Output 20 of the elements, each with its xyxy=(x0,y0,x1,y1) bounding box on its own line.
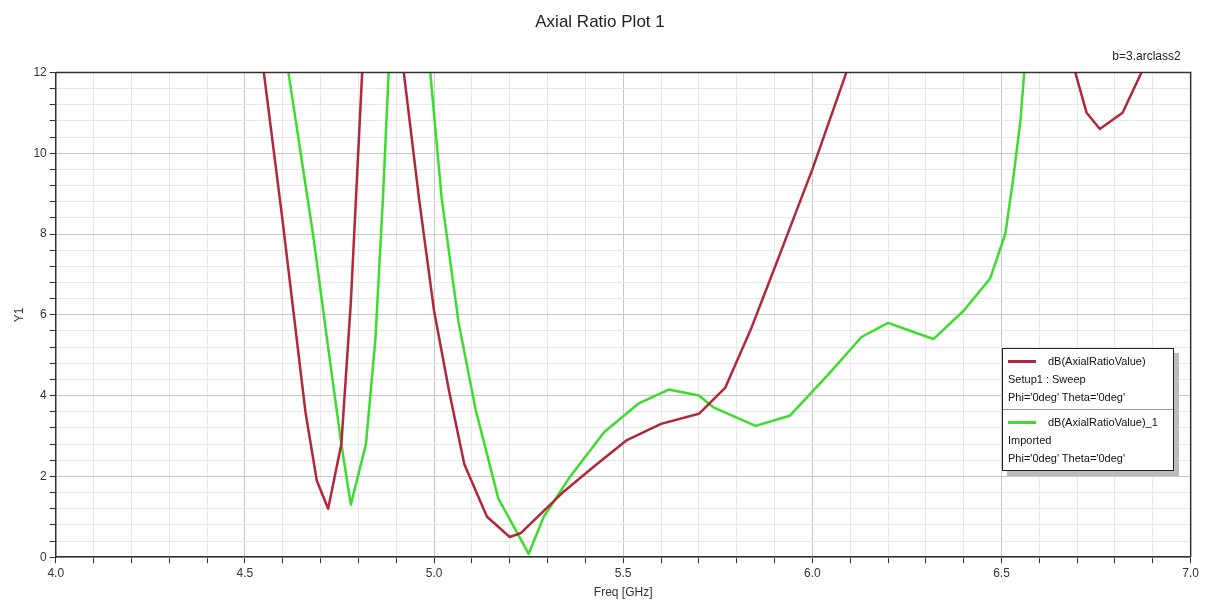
x-tick-label: 5.5 xyxy=(614,565,632,580)
y-tick-label: 0 xyxy=(40,549,48,564)
legend-label: dB(AxialRatioValue)_1 Imported Phi='0deg' Theta='0deg' xyxy=(1008,415,1158,466)
chart-title: Axial Ratio Plot 1 xyxy=(535,11,665,31)
x-tick-label: 6.0 xyxy=(804,565,822,580)
y-axis-title: Y1 xyxy=(11,307,26,323)
y-tick-label: 12 xyxy=(33,64,48,79)
x-tick-label: 4.0 xyxy=(47,565,65,580)
x-tick-label: 6.5 xyxy=(993,565,1011,580)
legend-label: dB(AxialRatioValue) Setup1 : Sweep Phi='0deg' Theta='0deg' xyxy=(1008,354,1146,405)
x-axis-title: Freq [GHz] xyxy=(593,585,653,600)
y-tick-label: 6 xyxy=(40,307,48,322)
y-tick-label: 10 xyxy=(33,145,48,160)
text: b=3.arclass2 xyxy=(1112,49,1181,64)
x-tick-label: 5.0 xyxy=(425,565,443,580)
y-tick-label: 8 xyxy=(40,226,48,241)
x-tick-label: 4.5 xyxy=(236,565,254,580)
y-tick-label: 4 xyxy=(40,387,48,402)
y-tick-label: 2 xyxy=(40,468,48,483)
x-tick-label: 7.0 xyxy=(1182,565,1200,580)
